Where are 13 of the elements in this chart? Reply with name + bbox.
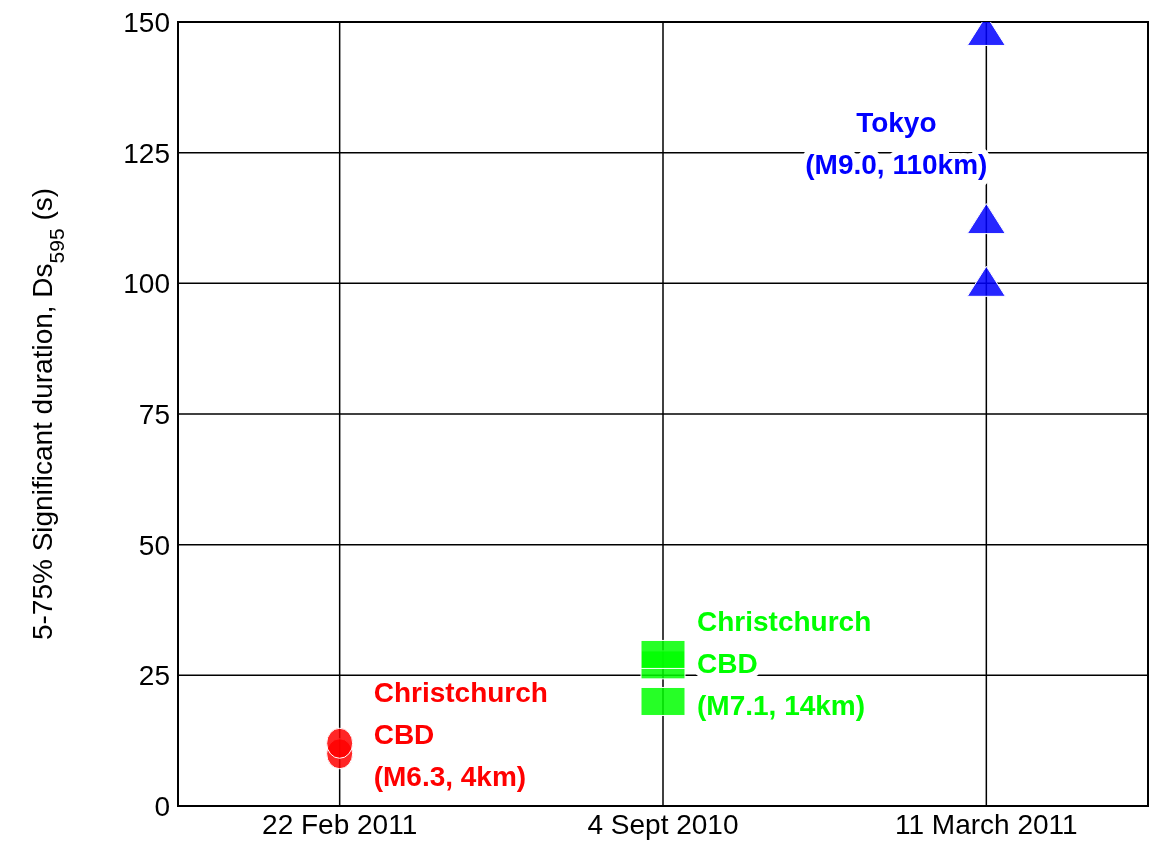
- y-tick-label: 150: [123, 6, 170, 38]
- y-tick-label: 50: [138, 529, 170, 561]
- x-tick-label: 22 Feb 2011: [262, 808, 418, 840]
- series-label: Tokyo (M9.0, 110km): [805, 106, 988, 180]
- y-tick-label: 125: [123, 137, 170, 169]
- x-tick-label: 11 March 2011: [895, 808, 1078, 840]
- y-tick-label: 25: [138, 660, 170, 692]
- y-tick-label: 100: [123, 268, 170, 300]
- x-tick-label: 4 Sept 2010: [587, 808, 739, 840]
- y-tick-label: 0: [154, 790, 170, 822]
- y-tick-label: 75: [138, 398, 170, 430]
- series-label: Christchurch CBD (M7.1, 14km): [697, 605, 872, 721]
- series-label: Christchurch CBD (M6.3, 4km): [373, 676, 548, 792]
